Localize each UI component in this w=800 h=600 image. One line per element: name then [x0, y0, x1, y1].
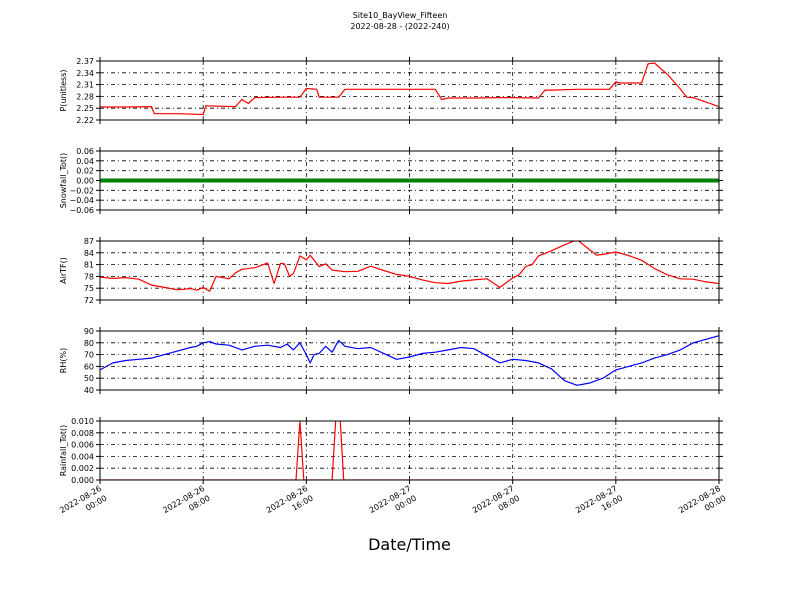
air-temp-axes-frame: [99, 240, 720, 301]
snowfall-ytick-label: 0.02: [76, 167, 94, 176]
snowfall-ytick-label: 0.00: [76, 177, 94, 186]
pressure-ytick-label: 2.37: [76, 57, 94, 66]
x-axis-label: Date/Time: [368, 535, 451, 554]
rh-ytick-label: 80: [84, 339, 94, 348]
snowfall-ytick-label: 0.04: [76, 157, 94, 166]
rainfall-ytick-label: 0.006: [71, 441, 94, 450]
snowfall-ytick-label: −0.02: [69, 186, 94, 195]
xtick-label: 2022-08-2716:00: [574, 484, 624, 525]
rainfall-ytick-label: 0.000: [71, 476, 94, 485]
rh-ytick-label: 60: [84, 362, 94, 371]
air-temp-ytick-label: 78: [84, 272, 94, 281]
rainfall-ytick-label: 0.002: [71, 464, 94, 473]
pressure-ytick-label: 2.28: [76, 92, 94, 101]
panel-air-temp: 87 84 81 78 75 72 AirTF(): [59, 237, 723, 305]
rainfall-axes-frame: [99, 420, 720, 481]
rh-axes-frame: [99, 330, 720, 391]
air-temp-ytick-label: 87: [84, 237, 94, 246]
xtick-label: 2022-08-2700:00: [368, 484, 418, 525]
pressure-axes-frame: [99, 60, 720, 121]
rh-ytick-label: 40: [84, 386, 94, 395]
rh-ytick-label: 50: [84, 374, 94, 383]
pressure-series-line: [100, 62, 719, 116]
air-temp-ytick-label: 84: [84, 249, 94, 258]
air-temp-ytick-label: 75: [84, 284, 94, 293]
panel-rainfall: 0.010 0.008 0.006 0.004 0.002 0.000Rainfall_T…: [59, 417, 723, 485]
figure-title: Site10_BayView_Fifteen 2022-08-28 - (202…: [0, 10, 800, 32]
rh-ylabel: RH(%): [59, 348, 68, 373]
figure-title-line2: 2022-08-28 - (2022-240): [350, 22, 450, 31]
xtick-label: 2022-08-2608:00: [161, 484, 211, 525]
pressure-ytick-label: 2.34: [76, 69, 94, 78]
panel-snowfall: 0.060.040.020.00−0.02−0.04−0.06Snowfall_…: [59, 147, 723, 215]
panel-pressure: 2.37 2.34 2.31 2.28 2.25 2.22 P(unitless): [59, 57, 723, 125]
air-temp-ytick-label: 72: [84, 296, 94, 305]
rainfall-ylabel: Rainfall_Tot(): [59, 425, 68, 477]
rainfall-series-line: [100, 421, 719, 480]
xtick-label: 2022-08-2616:00: [265, 484, 315, 525]
pressure-ytick-label: 2.25: [76, 104, 94, 113]
snowfall-ytick-label: −0.06: [69, 206, 94, 215]
rainfall-ytick-label: 0.004: [71, 452, 94, 461]
air-temp-ytick-label: 81: [84, 261, 94, 270]
xtick-label: 2022-08-2600:00: [58, 484, 108, 525]
rh-ytick-label: 70: [84, 351, 94, 360]
pressure-ytick-label: 2.22: [76, 116, 94, 125]
snowfall-ytick-label: 0.06: [76, 147, 94, 156]
rh-ytick-label: 90: [84, 327, 94, 336]
rh-series-line: [100, 335, 719, 386]
panel-rh: 90 80 70 60 50 40 RH(%): [59, 327, 723, 395]
pressure-ylabel: P(unitless): [59, 69, 68, 111]
air-temp-series-line: [100, 241, 719, 292]
figure-title-line1: Site10_BayView_Fifteen: [352, 11, 448, 20]
pressure-ytick-label: 2.31: [76, 81, 94, 90]
snowfall-ylabel: Snowfall_Tot(): [59, 153, 68, 209]
rainfall-ytick-label: 0.008: [71, 429, 94, 438]
air-temp-ylabel: AirTF(): [59, 257, 68, 284]
snowfall-axes-frame: [99, 150, 720, 211]
xtick-label: 2022-08-2800:00: [677, 484, 727, 525]
snowfall-ytick-label: −0.04: [69, 196, 94, 205]
rainfall-ytick-label: 0.010: [71, 417, 94, 426]
xtick-label: 2022-08-2708:00: [471, 484, 521, 525]
